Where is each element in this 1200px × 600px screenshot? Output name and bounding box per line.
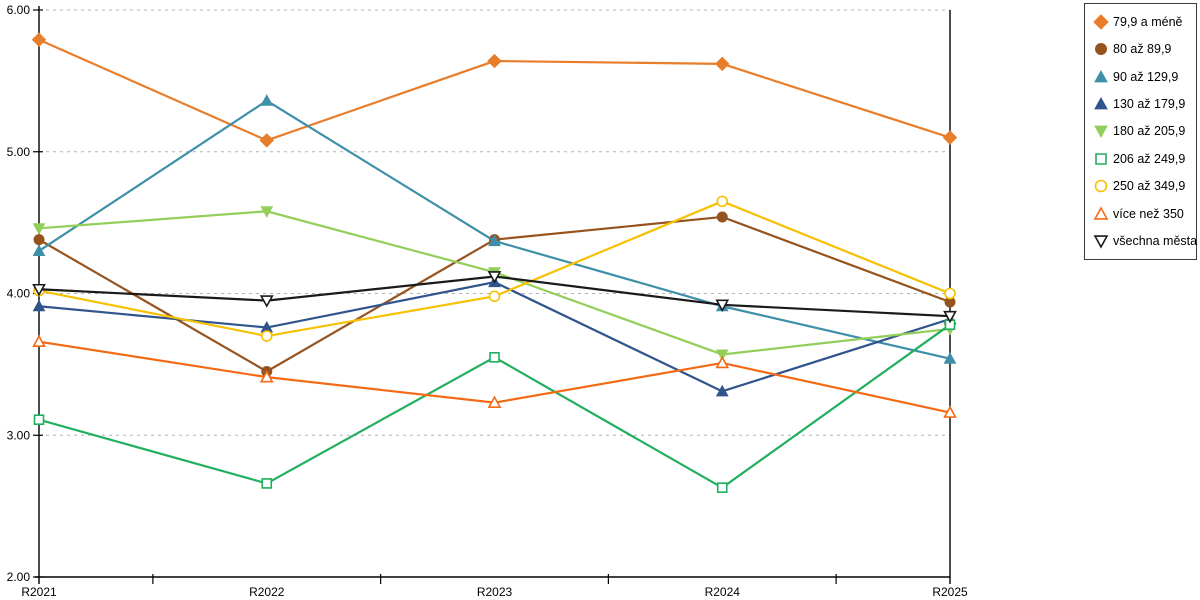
- square-marker-icon: [716, 482, 728, 493]
- square-marker-icon: [1095, 153, 1107, 165]
- square-marker-icon: [489, 351, 500, 363]
- triangle-up-marker-icon: [943, 405, 957, 418]
- circle-marker-icon: [944, 287, 956, 300]
- diamond-marker-icon: [715, 56, 730, 72]
- diamond-marker-icon: [259, 133, 274, 148]
- x-tick-label: R2023: [477, 585, 513, 599]
- circle-marker-icon: [488, 290, 501, 303]
- legend-marker: [1095, 43, 1107, 56]
- legend-item-0: 79,9 a méně: [1093, 8, 1194, 35]
- y-tick-label: 2.00: [7, 570, 31, 584]
- triangle-down-marker-icon: [715, 299, 730, 313]
- circle-marker-icon: [33, 234, 45, 246]
- legend-marker: [1093, 14, 1109, 30]
- legend-marker: [1094, 96, 1108, 110]
- triangle-up-marker-icon: [1094, 96, 1108, 110]
- triangle-down-marker-icon: [1094, 126, 1108, 139]
- y-tick-label: 6.00: [7, 3, 31, 17]
- legend-marker: [1094, 69, 1108, 83]
- triangle-down-marker-icon: [259, 295, 274, 308]
- legend-item-1: 80 až 89,9: [1093, 36, 1194, 63]
- legend-label: 206 až 249,9: [1113, 151, 1186, 166]
- legend-label: 79,9 a méně: [1113, 14, 1183, 29]
- triangle-up-marker-icon: [715, 384, 729, 397]
- triangle-up-marker-icon: [715, 355, 730, 369]
- legend-item-3: 130 až 179,9: [1093, 91, 1194, 118]
- legend-item-8: všechna města: [1093, 228, 1198, 255]
- x-tick-label: R2021: [21, 585, 57, 599]
- y-tick-label: 3.00: [7, 428, 31, 442]
- legend-marker: [1094, 180, 1108, 193]
- y-tick-label: 5.00: [7, 145, 31, 159]
- chart-legend: 79,9 a méně 80 až 89,9 90 až 129,9 130 až 1…: [1084, 3, 1197, 260]
- triangle-down-marker-icon: [715, 349, 729, 361]
- legend-marker: [1093, 235, 1109, 249]
- triangle-down-marker-icon: [260, 206, 274, 218]
- triangle-up-marker-icon: [32, 244, 46, 256]
- triangle-down-marker-icon: [1093, 235, 1109, 249]
- triangle-up-marker-icon: [943, 352, 957, 364]
- circle-marker-icon: [1095, 43, 1107, 56]
- legend-label: všechna města: [1113, 234, 1198, 249]
- circle-marker-icon: [1094, 180, 1108, 193]
- circle-marker-icon: [716, 211, 728, 223]
- triangle-up-marker-icon: [488, 234, 501, 247]
- circle-marker-icon: [716, 195, 729, 208]
- legend-marker: [1095, 153, 1107, 165]
- legend-label: 180 až 205,9: [1113, 124, 1186, 139]
- legend-item-6: 250 až 349,9: [1093, 173, 1194, 200]
- y-tick-label: 4.00: [7, 287, 31, 301]
- legend-label: více než 350: [1113, 206, 1184, 221]
- triangle-down-marker-icon: [487, 271, 502, 284]
- triangle-up-marker-icon: [32, 334, 46, 348]
- x-tick-label: R2025: [932, 585, 968, 599]
- diamond-marker-icon: [1093, 14, 1109, 30]
- legend-item-4: 180 až 205,9: [1093, 118, 1194, 145]
- triangle-up-marker-icon: [487, 395, 502, 408]
- triangle-up-marker-icon: [259, 369, 274, 383]
- triangle-up-marker-icon: [32, 299, 46, 312]
- legend-label: 90 až 129,9: [1113, 69, 1179, 84]
- legend-marker: [1093, 206, 1109, 220]
- diamond-marker-icon: [31, 32, 47, 47]
- x-tick-label: R2022: [249, 585, 285, 599]
- triangle-up-marker-icon: [1094, 69, 1108, 83]
- x-tick-label: R2024: [705, 585, 741, 599]
- triangle-up-marker-icon: [1093, 206, 1109, 220]
- legend-marker: [1094, 126, 1108, 139]
- square-marker-icon: [33, 414, 45, 425]
- circle-marker-icon: [260, 330, 273, 342]
- square-marker-icon: [261, 478, 273, 489]
- triangle-up-marker-icon: [260, 94, 274, 106]
- diamond-marker-icon: [487, 53, 502, 69]
- legend-item-7: více než 350: [1093, 200, 1194, 227]
- legend-label: 250 až 349,9: [1113, 179, 1186, 194]
- diamond-marker-icon: [942, 130, 958, 145]
- legend-label: 130 až 179,9: [1113, 97, 1186, 112]
- triangle-down-marker-icon: [32, 283, 46, 297]
- triangle-down-marker-icon: [32, 223, 46, 235]
- triangle-down-marker-icon: [943, 310, 957, 324]
- legend-item-2: 90 až 129,9: [1093, 63, 1194, 90]
- legend-label: 80 až 89,9: [1113, 42, 1172, 57]
- legend-item-5: 206 až 249,9: [1093, 145, 1194, 172]
